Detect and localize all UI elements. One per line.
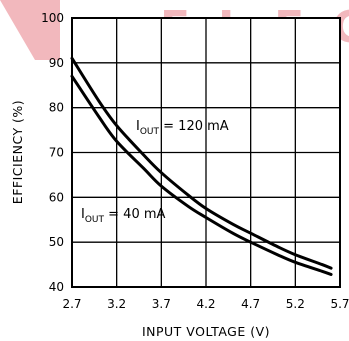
series-label-40ma-main: I xyxy=(81,207,85,222)
plot-frame xyxy=(71,17,341,288)
plot-area: 2.7 3.2 3.7 4.2 4.7 5.2 5.7 40 50 60 70 80 90 100 xyxy=(41,11,349,311)
series-label-40ma: IOUT = 40 mA xyxy=(81,207,166,225)
y-axis-label: EFFICIENCY (%) xyxy=(10,100,25,204)
series-label-120ma-rest: = 120 mA xyxy=(159,119,229,134)
y-tick-label-0: 40 xyxy=(49,280,64,294)
y-tick-label-3: 70 xyxy=(49,146,64,160)
series-line-0 xyxy=(70,56,333,270)
series-line-1 xyxy=(70,74,333,276)
y-tick-label-5: 90 xyxy=(49,56,64,70)
y-tick-label-6: 100 xyxy=(41,11,64,25)
x-tick-label-6: 5.7 xyxy=(330,297,349,311)
y-tick-label-1: 50 xyxy=(49,235,64,249)
y-tick-label-2: 60 xyxy=(49,190,64,204)
series-label-40ma-sub: OUT xyxy=(85,215,105,225)
y-tick-label-4: 80 xyxy=(49,101,64,115)
series-label-120ma: IOUT = 120 mA xyxy=(136,119,229,137)
series-label-40ma-rest: = 40 mA xyxy=(104,207,165,222)
x-tick-label-3: 4.2 xyxy=(196,297,215,311)
watermark-triangle-shape xyxy=(0,0,60,60)
series-label-120ma-main: I xyxy=(136,119,140,134)
x-tick-label-4: 4.7 xyxy=(241,297,260,311)
series-label-120ma-sub: OUT xyxy=(140,127,160,137)
x-tick-label-5: 5.2 xyxy=(286,297,305,311)
x-tick-label-1: 3.2 xyxy=(107,297,126,311)
x-tick-label-0: 2.7 xyxy=(62,297,81,311)
x-axis-label: INPUT VOLTAGE (V) xyxy=(142,324,270,339)
x-tick-label-2: 3.7 xyxy=(152,297,171,311)
